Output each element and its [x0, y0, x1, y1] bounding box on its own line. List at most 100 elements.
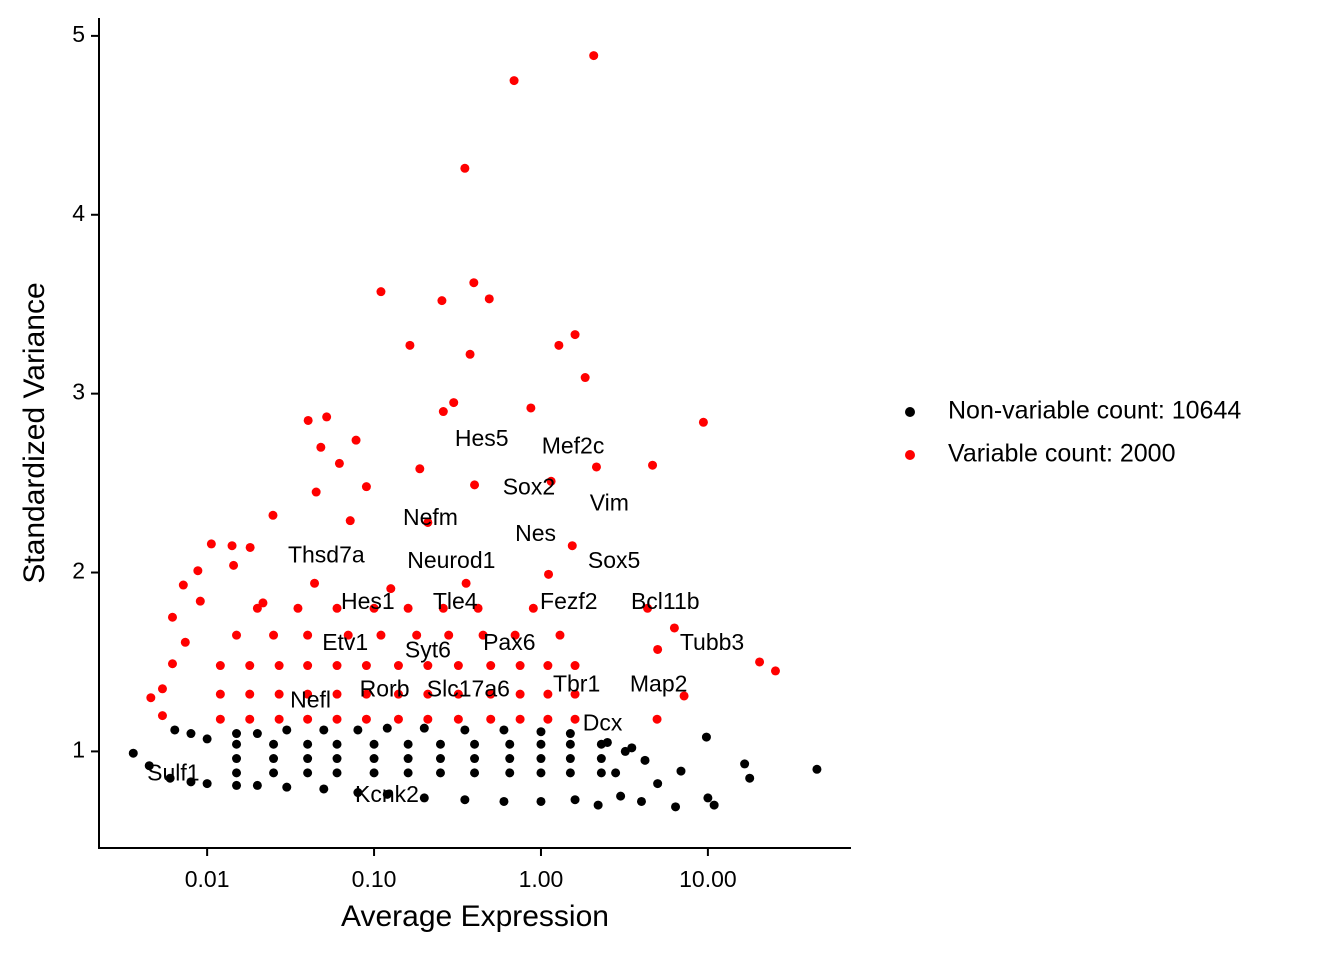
point [423, 689, 433, 699]
point [353, 788, 363, 798]
point [544, 569, 554, 579]
gene-label: Sox2 [503, 474, 555, 500]
point [698, 417, 708, 427]
point [703, 793, 713, 803]
gene-label: Fezf2 [540, 588, 598, 614]
point [515, 714, 525, 724]
point [435, 754, 445, 764]
point [269, 739, 279, 749]
point [570, 795, 580, 805]
point [412, 630, 422, 640]
gene-label: Pax6 [483, 629, 535, 655]
point [499, 725, 509, 735]
point [268, 510, 278, 520]
gene-label: Sulf1 [147, 760, 199, 786]
point [303, 714, 313, 724]
gene-label: Vim [590, 490, 629, 516]
point [386, 584, 396, 594]
plot-area [128, 51, 822, 812]
point [470, 739, 480, 749]
point [423, 661, 433, 671]
gene-label: Map2 [630, 670, 688, 696]
point [486, 689, 496, 699]
point [215, 714, 225, 724]
point [648, 460, 658, 470]
y-tick-label: 4 [72, 200, 85, 226]
point [303, 768, 313, 778]
point [269, 630, 279, 640]
point [332, 754, 342, 764]
point [269, 768, 279, 778]
point [437, 296, 447, 306]
point [444, 630, 454, 640]
point [740, 759, 750, 769]
point [269, 754, 279, 764]
point [438, 603, 448, 613]
point [361, 661, 371, 671]
point [274, 689, 284, 699]
x-tick-label: 1.00 [519, 866, 564, 892]
x-tick-label: 10.00 [679, 866, 737, 892]
point [227, 541, 237, 551]
point [435, 768, 445, 778]
point [620, 746, 630, 756]
gene-label: Sox5 [588, 547, 640, 573]
point [473, 603, 483, 613]
point [369, 754, 379, 764]
point [465, 349, 475, 359]
point [570, 330, 580, 340]
point [258, 598, 268, 608]
point [460, 163, 470, 173]
point [438, 407, 448, 417]
point [596, 768, 606, 778]
point [453, 661, 463, 671]
point [311, 487, 321, 497]
point [419, 723, 429, 733]
point [570, 661, 580, 671]
point [589, 51, 599, 61]
point [405, 340, 415, 350]
point [202, 734, 212, 744]
point [186, 729, 196, 739]
point [536, 754, 546, 764]
gene-label: Syt6 [405, 636, 451, 662]
point [709, 800, 719, 810]
point [403, 754, 413, 764]
point [353, 725, 363, 735]
point [361, 482, 371, 492]
point [469, 278, 479, 288]
point [332, 768, 342, 778]
point [343, 630, 353, 640]
point [596, 754, 606, 764]
gene-label: Tubb3 [680, 629, 744, 655]
point [245, 689, 255, 699]
point [146, 693, 156, 703]
gene-label: Neurod1 [407, 547, 495, 573]
point [167, 612, 177, 622]
gene-label: Hes1 [341, 588, 395, 614]
point [351, 435, 361, 445]
point [232, 630, 242, 640]
point [460, 725, 470, 735]
point [332, 739, 342, 749]
point [536, 796, 546, 806]
point [170, 725, 180, 735]
point [229, 560, 239, 570]
point [435, 739, 445, 749]
point [461, 578, 471, 588]
point [570, 689, 580, 699]
point [157, 711, 167, 721]
gene-label: Tle4 [433, 588, 478, 614]
point [403, 768, 413, 778]
point [393, 661, 403, 671]
point [202, 779, 212, 789]
point [536, 768, 546, 778]
point [478, 630, 488, 640]
point [486, 714, 496, 724]
gene-label: Nefl [290, 686, 331, 712]
point [206, 539, 216, 549]
point [636, 796, 646, 806]
point [543, 689, 553, 699]
point [593, 800, 603, 810]
point [565, 729, 575, 739]
